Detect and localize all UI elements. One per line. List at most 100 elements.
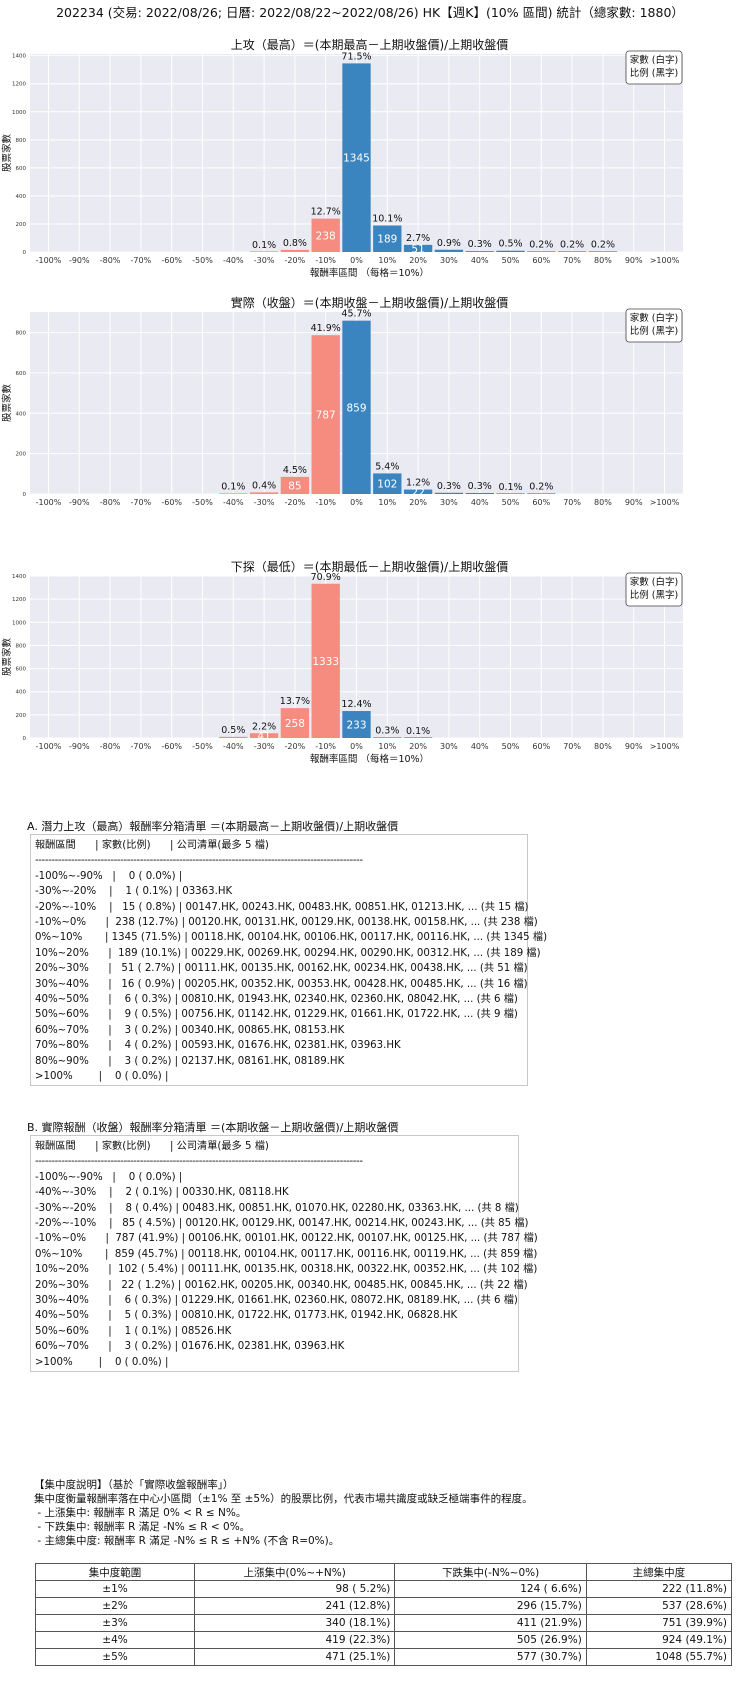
bar-percent-label: 71.5% bbox=[341, 51, 371, 62]
x-tick-label: >100% bbox=[650, 742, 680, 751]
bar-percent-label: 0.9% bbox=[437, 238, 461, 249]
bar-percent-label: 0.2% bbox=[529, 481, 553, 492]
table-cell: 419 (22.3%) bbox=[193, 1631, 396, 1649]
bar-percent-label: 0.1% bbox=[221, 482, 245, 493]
bar-count-label: 1345 bbox=[343, 153, 370, 165]
list-item: 20%~30% | 51 ( 2.7%) | 00111.HK, 00135.H… bbox=[35, 963, 528, 975]
bar bbox=[280, 249, 310, 252]
bar-count-label: 859 bbox=[346, 402, 366, 414]
y-axis-label: 股票家數 bbox=[1, 638, 13, 677]
list-item: 10%~20% | 189 (10.1%) | 00229.HK, 00269.… bbox=[35, 947, 541, 959]
x-tick-label: 60% bbox=[532, 742, 550, 751]
y-tick-label: 200 bbox=[16, 222, 27, 228]
page-title: 202234 (交易: 2022/08/26; 日曆: 2022/08/22~2… bbox=[56, 5, 684, 20]
x-tick-label: 0% bbox=[350, 498, 363, 507]
section-b-header: 報酬區間 | 家數(比例) | 公司清單(最多 5 檔) bbox=[35, 1141, 269, 1152]
table-cell: ±2% bbox=[35, 1597, 195, 1615]
y-tick-label: 400 bbox=[16, 194, 27, 200]
x-tick-label: -80% bbox=[100, 498, 121, 507]
table-cell: ±4% bbox=[35, 1631, 195, 1649]
x-tick-label: -80% bbox=[100, 256, 121, 265]
x-tick-label: 50% bbox=[502, 498, 520, 507]
chart-title: 實際（收盤）＝(本期收盤－上期收盤價)/上期收盤價 bbox=[231, 296, 508, 310]
x-tick-label: -70% bbox=[131, 742, 152, 751]
y-tick-label: 200 bbox=[16, 713, 27, 719]
x-tick-label: 40% bbox=[471, 742, 489, 751]
bar bbox=[403, 489, 433, 494]
table-cell: ±3% bbox=[35, 1614, 195, 1632]
section-a-header: 報酬區間 | 家數(比例) | 公司清單(最多 5 檔) bbox=[35, 840, 269, 851]
bar-percent-label: 0.2% bbox=[560, 239, 584, 250]
bar-count-label: 258 bbox=[285, 718, 305, 730]
table-cell: 98 ( 5.2%) bbox=[193, 1580, 396, 1598]
bar-percent-label: 0.1% bbox=[406, 726, 430, 737]
bar-percent-label: 0.5% bbox=[221, 725, 245, 736]
x-tick-label: 10% bbox=[378, 742, 396, 751]
x-tick-label: -50% bbox=[192, 498, 213, 507]
x-tick-label: -30% bbox=[254, 742, 275, 751]
bar-count-label: 85 bbox=[288, 480, 301, 492]
x-tick-label: -20% bbox=[285, 256, 306, 265]
note-line: 【集中度說明】（基於「實際收盤報酬率」） bbox=[34, 1479, 234, 1491]
bar bbox=[373, 737, 402, 738]
y-tick-label: 1400 bbox=[12, 574, 26, 580]
section-b-title: B. 實際報酬（收盤）報酬率分箱清單 ＝(本期收盤－上期收盤價)/上期收盤價 bbox=[27, 1121, 399, 1134]
bar-count-label: 189 bbox=[377, 234, 397, 246]
bar bbox=[342, 63, 371, 252]
bar-percent-label: 70.9% bbox=[311, 572, 341, 583]
y-tick-label: 0 bbox=[23, 250, 27, 256]
bar bbox=[280, 708, 310, 738]
x-tick-label: -50% bbox=[192, 742, 213, 751]
y-tick-label: 0 bbox=[23, 492, 27, 498]
table-cell: 222 (11.8%) bbox=[585, 1580, 733, 1598]
bar bbox=[311, 335, 340, 494]
list-item: -30%~-20% | 1 ( 0.1%) | 03363.HK bbox=[35, 886, 233, 898]
x-tick-label: -30% bbox=[254, 256, 275, 265]
bar bbox=[249, 251, 279, 252]
x-tick-label: 30% bbox=[440, 256, 458, 265]
x-tick-label: -60% bbox=[161, 256, 182, 265]
table-cell: 340 (18.1%) bbox=[193, 1614, 396, 1632]
list-item: -10%~0% | 238 (12.7%) | 00120.HK, 00131.… bbox=[35, 917, 538, 929]
x-tick-label: -40% bbox=[223, 498, 244, 507]
y-axis-label: 股票家數 bbox=[1, 134, 13, 173]
table-cell: 924 (49.1%) bbox=[585, 1631, 733, 1649]
x-tick-label: 70% bbox=[563, 498, 581, 507]
bar bbox=[465, 251, 494, 252]
bar bbox=[403, 244, 433, 252]
y-tick-label: 1200 bbox=[12, 82, 26, 88]
x-tick-label: -20% bbox=[285, 742, 306, 751]
bar bbox=[249, 733, 279, 738]
bar-percent-label: 5.4% bbox=[375, 461, 399, 472]
bar-percent-label: 0.1% bbox=[498, 482, 522, 493]
bar bbox=[557, 251, 587, 252]
list-item: -10%~0% | 787 (41.9%) | 00106.HK, 00101.… bbox=[35, 1233, 538, 1245]
bar bbox=[219, 493, 248, 494]
list-item: 40%~50% | 6 ( 0.3%) | 00810.HK, 01943.HK… bbox=[35, 994, 518, 1006]
bar-percent-label: 0.3% bbox=[468, 481, 492, 492]
bar-percent-label: 0.3% bbox=[468, 239, 492, 250]
bar-count-label: 787 bbox=[316, 410, 336, 422]
bar-percent-label: 0.3% bbox=[437, 481, 461, 492]
x-tick-label: -20% bbox=[285, 498, 306, 507]
x-tick-label: -40% bbox=[223, 256, 244, 265]
bar-percent-label: 0.3% bbox=[375, 725, 399, 736]
y-tick-label: 1400 bbox=[12, 54, 26, 60]
bar bbox=[373, 225, 402, 252]
list-item: -100%~-90% | 0 ( 0.0%) | bbox=[35, 1171, 183, 1183]
list-item: >100% | 0 ( 0.0%) | bbox=[35, 1356, 169, 1368]
x-tick-label: -70% bbox=[131, 256, 152, 265]
legend-entry: 家數 (白字) bbox=[630, 576, 678, 588]
y-tick-label: 0 bbox=[23, 736, 27, 742]
bar bbox=[527, 493, 556, 494]
bar bbox=[527, 251, 556, 252]
y-tick-label: 1000 bbox=[12, 620, 26, 626]
bar bbox=[465, 492, 494, 494]
table-cell: 537 (28.6%) bbox=[585, 1597, 733, 1615]
x-tick-label: 40% bbox=[471, 498, 489, 507]
bar bbox=[219, 736, 248, 738]
note-line: - 下跌集中: 報酬率 R 滿足 -N% ≤ R < 0%。 bbox=[34, 1521, 251, 1533]
bar bbox=[403, 737, 433, 738]
x-tick-label: 70% bbox=[563, 742, 581, 751]
x-tick-label: 90% bbox=[625, 498, 643, 507]
